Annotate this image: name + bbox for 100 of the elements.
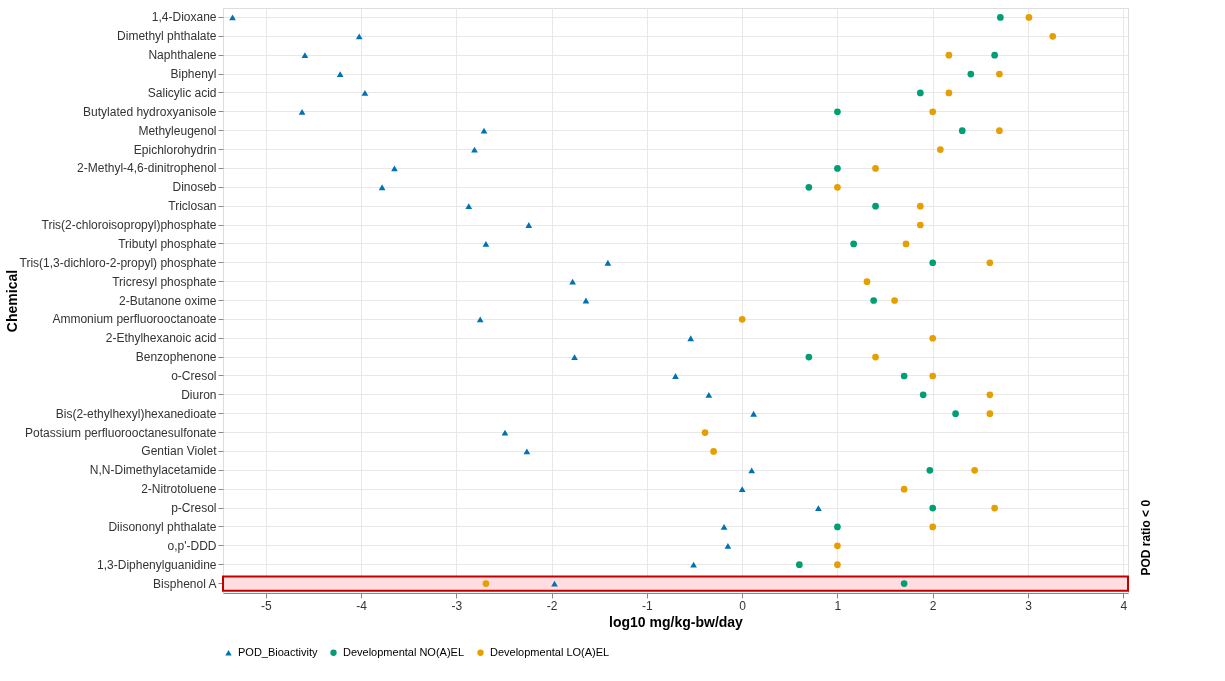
x-tick-label: -2 [546, 598, 558, 613]
point [870, 297, 877, 304]
y-tick-label: Dimethyl phthalate [117, 29, 217, 44]
x-tick-label: 3 [1025, 598, 1033, 613]
point [298, 108, 306, 115]
point [929, 523, 937, 531]
point [480, 127, 488, 134]
point [891, 297, 898, 304]
y-tick-label: Salicylic acid [147, 85, 217, 100]
y-tick-label: Epichlorohydrin [133, 142, 217, 157]
point [991, 504, 998, 512]
y-tick-label: Diuron [181, 387, 217, 402]
point [945, 51, 953, 59]
y-tick-label: Potassium perfluorooctanesulfonate [25, 425, 217, 440]
y-tick-label: Dinoseb [172, 180, 217, 195]
x-axis-title: log10 mg/kg-bw/day [609, 613, 744, 630]
point [952, 410, 959, 418]
point [738, 486, 746, 493]
y-tick-label: o,p'-DDD [167, 538, 217, 553]
point [690, 561, 697, 568]
y-tick-label: 2-Butanone oxime [119, 293, 217, 308]
point [929, 259, 937, 267]
x-tick-label: 1 [834, 598, 842, 613]
band-label: POD ratio < 0 [1139, 499, 1153, 576]
point [996, 70, 1003, 78]
point [834, 108, 841, 116]
legend-label: Developmental NO(A)EL [343, 645, 465, 658]
point [672, 373, 679, 379]
point [1049, 32, 1057, 40]
point [355, 33, 363, 40]
point [525, 222, 533, 228]
point [967, 70, 975, 78]
point [834, 183, 841, 191]
y-tick-label: 1,4-Dioxane [151, 10, 217, 25]
point [850, 240, 857, 248]
point [569, 278, 576, 285]
y-tick-label: Tricresyl phosphate [112, 274, 217, 289]
x-tick-label: -4 [356, 598, 368, 613]
point [872, 353, 879, 361]
y-tick-label: Tris(2-chloroisopropyl)phosphate [41, 218, 217, 233]
point [996, 14, 1004, 21]
point [815, 505, 822, 511]
point [710, 448, 717, 455]
y-tick-label: Gentian Violet [141, 444, 218, 459]
point [482, 240, 490, 247]
x-tick-label: -5 [261, 598, 273, 613]
point [1025, 14, 1033, 21]
y-axis-title: Chemical [3, 269, 20, 333]
point [805, 183, 813, 191]
point [996, 127, 1003, 135]
legend-label: POD_Bioactivity [238, 645, 318, 658]
y-tick-label: Biphenyl [170, 67, 217, 82]
y-tick-label: N,N-Dimethylacetamide [89, 463, 217, 478]
point [738, 316, 746, 323]
point [571, 354, 578, 361]
point [795, 561, 803, 569]
point [465, 203, 473, 210]
y-tick-label: Tris(1,3-dichloro-2-propyl) phosphate [19, 255, 217, 270]
point [986, 391, 994, 399]
point [501, 429, 509, 436]
point [926, 466, 934, 474]
point [929, 334, 937, 342]
point [705, 391, 713, 398]
point [971, 466, 978, 474]
point [301, 52, 309, 59]
point [604, 259, 612, 266]
point [916, 89, 924, 97]
point [687, 335, 695, 342]
point [378, 184, 386, 191]
point [929, 504, 937, 512]
point [720, 524, 728, 530]
y-tick-label: 2-Methyl-4,6-dinitrophenol [77, 161, 217, 176]
point [750, 410, 757, 417]
point [482, 580, 490, 587]
y-tick-label: 2-Nitrotoluene [141, 482, 217, 497]
y-tick-label: 2-Ethylhexanoic acid [105, 331, 217, 346]
y-tick-label: p-Cresol [171, 501, 217, 516]
y-tick-label: Diisononyl phthalate [108, 519, 217, 534]
point [958, 127, 966, 135]
point [900, 485, 908, 493]
point [834, 561, 841, 569]
x-tick-label: 4 [1120, 598, 1128, 613]
y-tick-label: Triclosan [168, 199, 217, 214]
point [986, 410, 994, 418]
point [872, 165, 879, 172]
x-tick-label: -3 [451, 598, 463, 613]
y-tick-label: o-Cresol [171, 368, 217, 383]
point [929, 372, 937, 380]
point [724, 542, 732, 549]
y-tick-label: Butylated hydroxyanisole [83, 104, 217, 119]
y-tick-label: Tributyl phosphate [118, 236, 217, 251]
y-tick-label: Methyleugenol [138, 123, 217, 138]
y-tick-label: Ammonium perfluorooctanoate [52, 312, 217, 327]
x-tick-label: 2 [929, 598, 937, 613]
point [991, 51, 998, 59]
point [805, 353, 813, 361]
point [936, 146, 944, 153]
x-tick-label: -1 [642, 598, 654, 613]
y-tick-label: Benzophenone [135, 350, 217, 365]
point [476, 316, 484, 323]
